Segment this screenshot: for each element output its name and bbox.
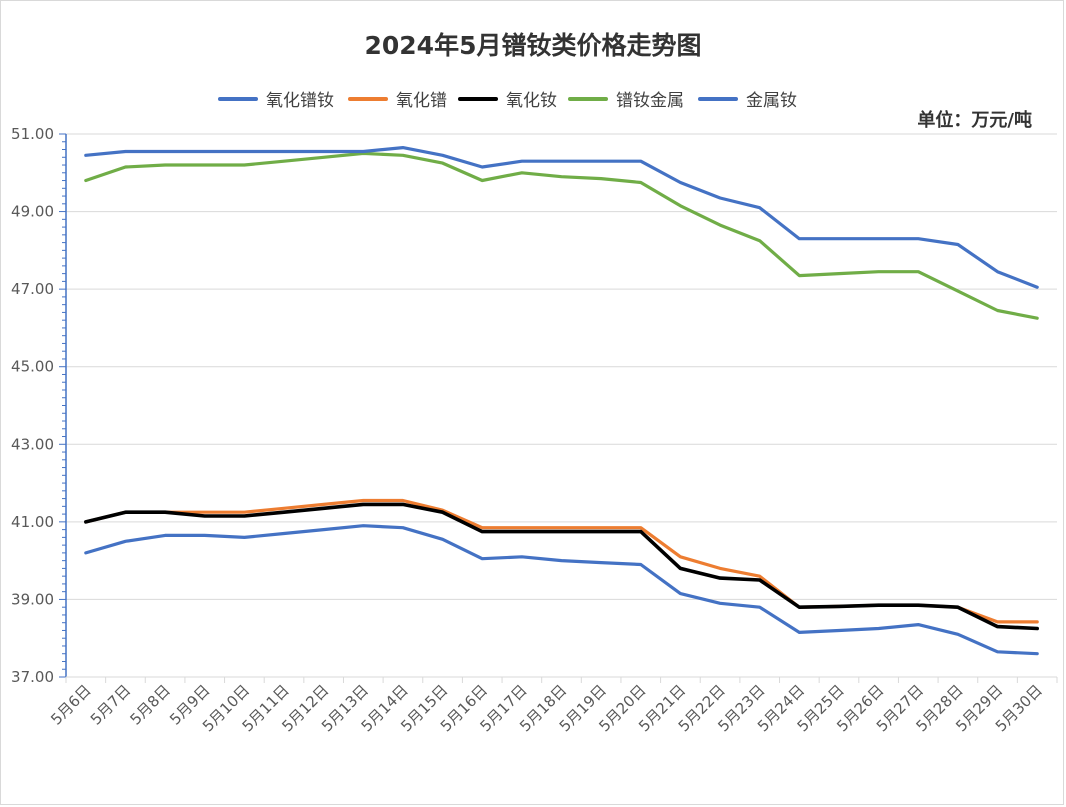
gridlines bbox=[66, 133, 1057, 678]
y-tick-labels: 51.00 49.00 47.00 45.00 43.00 41.00 39.00 37.00 bbox=[11, 125, 54, 686]
unit-label: 单位：万元/吨 bbox=[917, 110, 1032, 131]
series-line-4 bbox=[84, 146, 1039, 289]
legend: 氧化镨钕 氧化镨 氧化钕 镨钕金属 金属钕 bbox=[0, 86, 1066, 111]
y-tick-label: 37.00 bbox=[11, 668, 54, 686]
legend-swatch-2 bbox=[458, 96, 498, 101]
legend-label-2: 氧化钕 bbox=[506, 91, 557, 111]
y-tick-label: 39.00 bbox=[11, 590, 54, 608]
legend-label-3: 镨钕金属 bbox=[616, 91, 684, 111]
y-tick-label: 49.00 bbox=[11, 203, 54, 221]
y-tick-label: 45.00 bbox=[11, 358, 54, 376]
legend-swatch-1 bbox=[348, 96, 388, 101]
series-line-3 bbox=[84, 151, 1039, 320]
x-tick-label: 5月8日 bbox=[126, 681, 173, 728]
legend-item-3: 镨钕金属 bbox=[568, 86, 684, 111]
legend-swatch-0 bbox=[218, 96, 258, 101]
axes bbox=[59, 133, 1058, 683]
x-tick-label: 5月6日 bbox=[47, 681, 94, 728]
legend-label-0: 氧化镨钕 bbox=[266, 91, 334, 111]
legend-item-4: 金属钕 bbox=[698, 86, 797, 111]
legend-item-1: 氧化镨 bbox=[348, 86, 447, 111]
legend-label-4: 金属钕 bbox=[746, 91, 797, 111]
legend-item-2: 氧化钕 bbox=[458, 86, 557, 111]
series-line-0 bbox=[84, 524, 1039, 656]
legend-swatch-3 bbox=[568, 96, 608, 101]
series-line-2 bbox=[84, 502, 1039, 631]
series-lines bbox=[84, 146, 1039, 656]
y-tick-label: 41.00 bbox=[11, 513, 54, 531]
y-tick-label: 51.00 bbox=[11, 125, 54, 143]
legend-swatch-4 bbox=[698, 96, 738, 101]
chart-title: 2024年5月镨钕类价格走势图 bbox=[364, 31, 702, 60]
legend-label-1: 氧化镨 bbox=[396, 91, 447, 111]
legend-item-0: 氧化镨钕 bbox=[218, 86, 334, 111]
x-tick-label: 5月7日 bbox=[87, 681, 134, 728]
y-tick-label: 47.00 bbox=[11, 280, 54, 298]
y-tick-label: 43.00 bbox=[11, 435, 54, 453]
x-tick-labels: 5月6日5月7日5月8日5月9日5月10日5月11日5月12日5月13日5月14… bbox=[47, 681, 1046, 735]
